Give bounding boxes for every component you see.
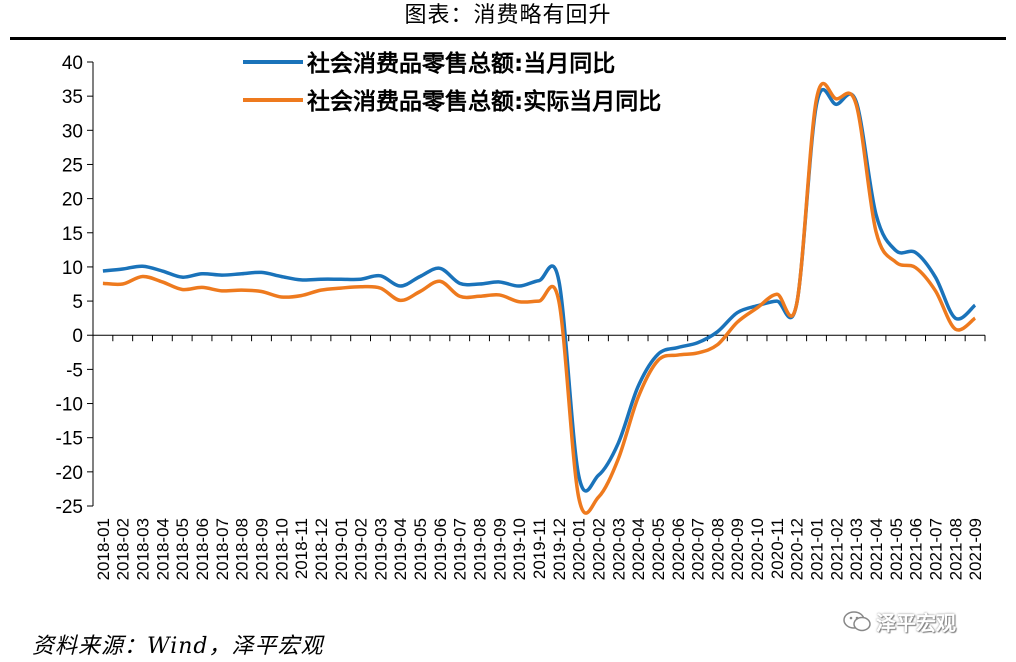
x-tick-label: 2018-01 [94,518,113,580]
x-tick-label: 2020-06 [669,518,688,580]
y-tick-label: -20 [56,463,83,484]
x-tick-label: 2018-04 [153,518,172,580]
chart-series-lines [102,81,977,515]
x-tick-label: 2018-07 [213,518,232,580]
x-tick-label: 2021-05 [887,518,906,580]
y-tick-label: -15 [56,429,83,450]
series-line-1 [102,87,977,493]
x-tick-label: 2019-11 [530,518,549,579]
x-tick-label: 2018-10 [272,518,291,580]
x-tick-label: 2021-06 [907,518,926,580]
y-tick-label: 30 [62,121,83,142]
watermark: 泽平宏观 [842,607,992,635]
x-tick-label: 2018-02 [114,518,133,580]
x-tick-label: 2019-03 [371,518,390,580]
x-tick-label: 2021-08 [946,518,965,580]
y-tick-label: 25 [62,155,83,176]
chart-title: 图表：消费略有回升 [404,3,612,28]
x-tick-label: 2018-05 [173,518,192,580]
legend-label-2: 社会消费品零售总额:实际当月同比 [307,88,661,115]
x-tick-label: 2018-12 [312,518,331,580]
x-tick-label: 2019-06 [431,518,450,580]
x-tick-label: 2018-06 [193,518,212,580]
x-tick-label: 2019-08 [471,518,490,580]
y-tick-label: 40 [62,53,83,74]
title-divider [10,37,1006,40]
source-note: 资料来源：Wind，泽平宏观 [32,634,324,659]
y-tick-label: 35 [62,87,83,108]
x-tick-label: 2021-03 [847,518,866,580]
x-tick-label: 2020-11 [768,518,787,579]
y-tick-label: 5 [72,292,83,313]
x-tick-label: 2021-04 [867,518,886,580]
x-tick-label: 2019-07 [451,518,470,580]
y-tick-label: 10 [62,258,83,279]
x-tick-label: 2020-10 [748,518,767,580]
x-tick-label: 2020-08 [708,518,727,580]
x-tick-label: 2018-09 [252,518,271,580]
x-tick-label: 2021-09 [966,518,985,580]
x-tick-label: 2019-09 [490,518,509,580]
x-tick-label: 2019-04 [391,518,410,580]
x-tick-label: 2021-02 [827,518,846,580]
x-tick-label: 2020-12 [788,518,807,580]
wechat-icon [843,611,871,632]
x-tick-label: 2020-02 [589,518,608,580]
x-tick-label: 2018-03 [134,518,153,580]
y-tick-label: 20 [62,190,83,211]
x-tick-label: 2020-04 [629,518,648,580]
legend-label-1: 社会消费品零售总额:当月同比 [307,50,615,77]
x-tick-label: 2019-12 [550,518,569,580]
watermark-text: 泽平宏观 [876,610,956,635]
x-tick-label: 2021-01 [808,518,827,580]
x-tick-label: 2021-07 [926,518,945,580]
x-tick-label: 2020-01 [570,518,589,580]
x-tick-label: 2020-09 [728,518,747,580]
x-tick-label: 2018-11 [292,518,311,579]
x-tick-label: 2019-05 [411,518,430,580]
y-tick-label: -5 [66,360,83,381]
x-tick-label: 2018-08 [233,518,252,580]
x-tick-label: 2019-02 [352,518,371,580]
y-tick-label: 0 [72,326,83,347]
x-tick-label: 2020-07 [689,518,708,580]
series-line-2 [102,81,977,515]
x-tick-label: 2020-03 [609,518,628,580]
x-tick-label: 2019-10 [510,518,529,580]
y-tick-label: -10 [56,395,83,416]
y-tick-label: 15 [62,224,83,245]
x-tick-label: 2019-01 [332,518,351,580]
x-tick-label: 2020-05 [649,518,668,580]
y-tick-label: -25 [56,497,83,518]
